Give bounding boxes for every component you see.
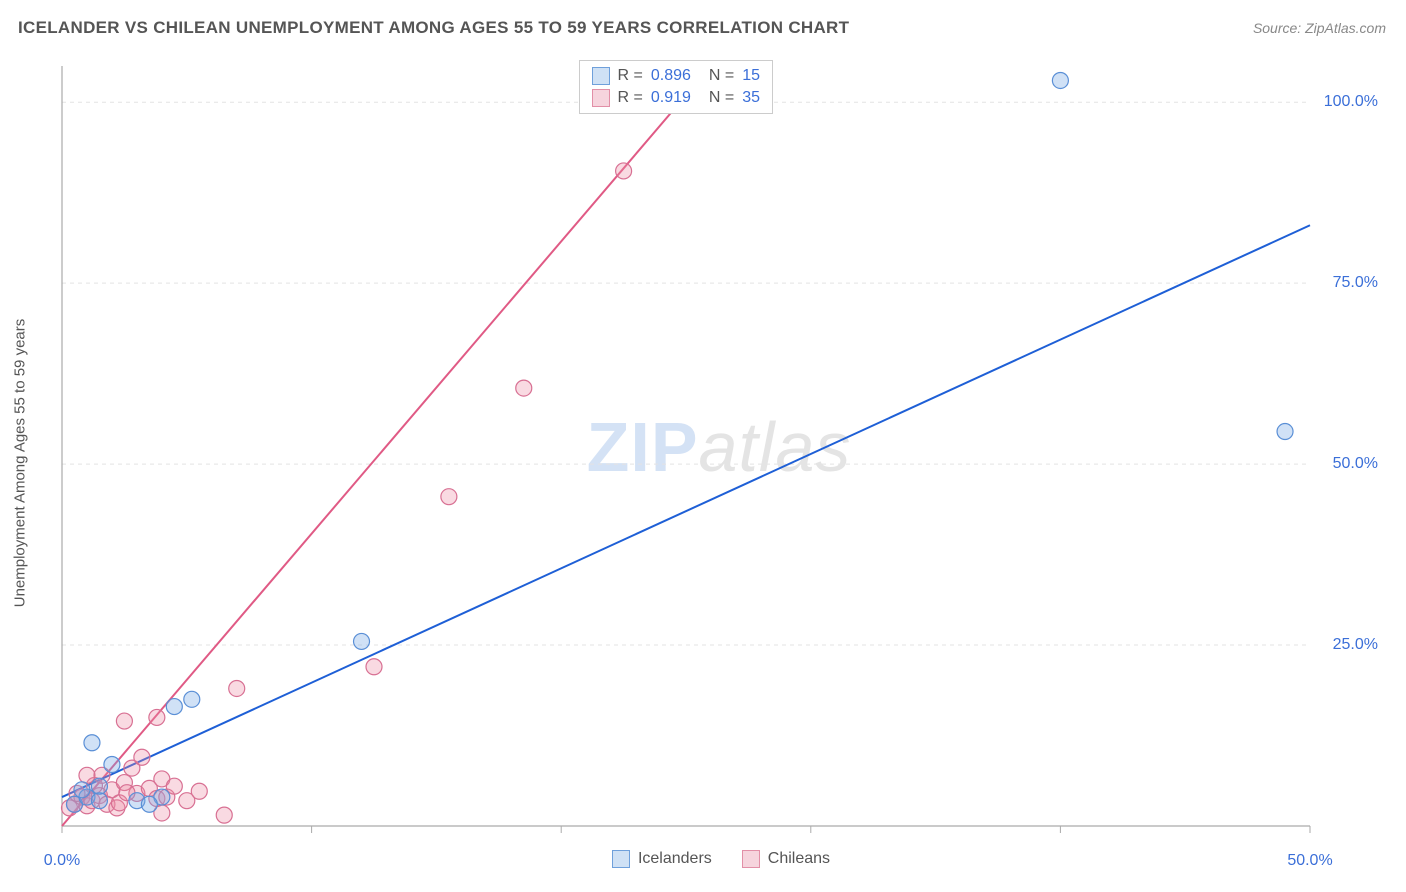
legend-item: Icelanders — [612, 850, 712, 868]
n-value: 35 — [742, 89, 760, 107]
source-credit: Source: ZipAtlas.com — [1253, 20, 1386, 36]
x-tick-label: 50.0% — [1287, 852, 1332, 870]
legend-swatch — [592, 67, 610, 85]
r-value: 0.896 — [651, 67, 691, 85]
r-label: R = — [618, 67, 643, 85]
series-legend: Icelanders Chileans — [612, 850, 830, 868]
source-name: ZipAtlas.com — [1305, 20, 1386, 36]
stats-legend-row: R = 0.919 N = 35 — [588, 87, 765, 109]
correlation-stats-legend: R = 0.896 N = 15 R = 0.919 N = 35 — [579, 60, 774, 114]
n-value: 15 — [742, 67, 760, 85]
x-tick-label: 0.0% — [44, 852, 80, 870]
chart-container: Unemployment Among Ages 55 to 59 years Z… — [50, 58, 1388, 868]
y-tick-label: 75.0% — [1333, 274, 1378, 292]
legend-label: Icelanders — [638, 850, 712, 868]
n-label: N = — [709, 67, 734, 85]
chart-header: ICELANDER VS CHILEAN UNEMPLOYMENT AMONG … — [0, 0, 1406, 46]
y-axis-label: Unemployment Among Ages 55 to 59 years — [12, 319, 29, 608]
legend-swatch — [742, 850, 760, 868]
y-tick-label: 100.0% — [1324, 93, 1378, 111]
legend-label: Chileans — [768, 850, 830, 868]
r-value: 0.919 — [651, 89, 691, 107]
y-tick-label: 50.0% — [1333, 455, 1378, 473]
stats-legend-row: R = 0.896 N = 15 — [588, 65, 765, 87]
chart-title: ICELANDER VS CHILEAN UNEMPLOYMENT AMONG … — [18, 18, 849, 38]
y-tick-label: 25.0% — [1333, 636, 1378, 654]
legend-item: Chileans — [742, 850, 830, 868]
legend-swatch — [592, 89, 610, 107]
legend-swatch — [612, 850, 630, 868]
n-label: N = — [709, 89, 734, 107]
source-prefix: Source: — [1253, 20, 1305, 36]
scatter-plot — [50, 58, 1388, 868]
r-label: R = — [618, 89, 643, 107]
